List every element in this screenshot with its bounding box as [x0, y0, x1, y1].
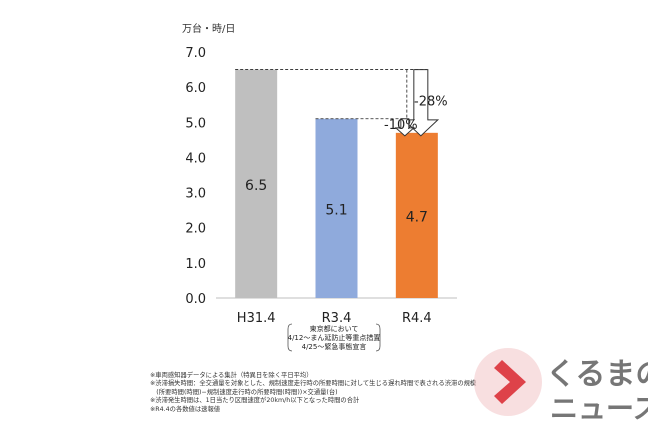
y-axis-unit-label: 万台・時/日 [182, 22, 235, 35]
y-tick-label: 7.0 [185, 46, 206, 61]
x-tick-label: R3.4 [322, 311, 352, 326]
y-tick-label: 2.0 [185, 222, 206, 237]
y-tick-label: 6.0 [185, 81, 206, 96]
category-note-line: 4/12～まん延防止等重点措置 [288, 333, 381, 342]
logo-text-top: くるまの [546, 357, 648, 392]
footnote-line: ※渋滞損失時間：全交通量を対象とした、規制速度走行時の所要時間に対して生じる遅れ… [150, 380, 477, 388]
y-axis: 0.0 1.0 2.0 3.0 4.0 5.0 6.0 7.0 [185, 46, 206, 307]
footnote-line: ※R4.4の各数値は速報値 [150, 405, 221, 413]
y-tick-label: 0.0 [185, 292, 206, 307]
x-tick-label: H31.4 [237, 311, 276, 326]
x-axis: H31.4 R3.4 R4.4 [237, 311, 432, 326]
y-tick-label: 1.0 [185, 257, 206, 272]
category-note: 東京都において 4/12～まん延防止等重点措置 4/25～緊急事態宣言 [287, 323, 381, 352]
y-tick-label: 3.0 [185, 187, 206, 202]
y-tick-label: 5.0 [185, 116, 206, 131]
bar-series: 6.5 5.1 4.7 [235, 69, 438, 299]
bar [315, 118, 358, 299]
bar-value-label: 5.1 [325, 202, 347, 218]
footnote-line: ※車両感知器データによる集計（特異日を除く平日平均） [150, 372, 313, 379]
bar [235, 69, 278, 298]
footnotes: ※車両感知器データによる集計（特異日を除く平日平均） ※渋滞損失時間：全交通量を… [150, 372, 550, 414]
kurumano-news-logo: くるまの ニュース [474, 348, 648, 425]
change-label-10pct: -10% [384, 118, 418, 133]
footnote-line: (所要時間(時間)−規制速度走行時の所要時間(時間))×交通量(台) [150, 388, 338, 396]
change-label-28pct: -28% [414, 95, 448, 110]
change-annotations: -10% -28% [235, 69, 448, 137]
x-tick-label: R4.4 [402, 311, 432, 326]
bar-value-label: 6.5 [245, 178, 267, 194]
footnote-line: ※渋滞発生時間は、1日当たり区間速度が20km/h以下となった時間の合計 [150, 397, 360, 405]
y-tick-label: 4.0 [185, 151, 206, 166]
bar [395, 132, 438, 298]
change-arrow-10pct [394, 118, 416, 137]
category-note-bracket [287, 323, 381, 352]
category-note-line: 東京都において [310, 324, 359, 333]
category-note-line: 4/25～緊急事態宣言 [302, 342, 367, 351]
change-arrow-28pct [402, 69, 440, 137]
bar-value-label: 4.7 [406, 209, 428, 225]
logo-text-bottom: ニュース [550, 392, 648, 425]
